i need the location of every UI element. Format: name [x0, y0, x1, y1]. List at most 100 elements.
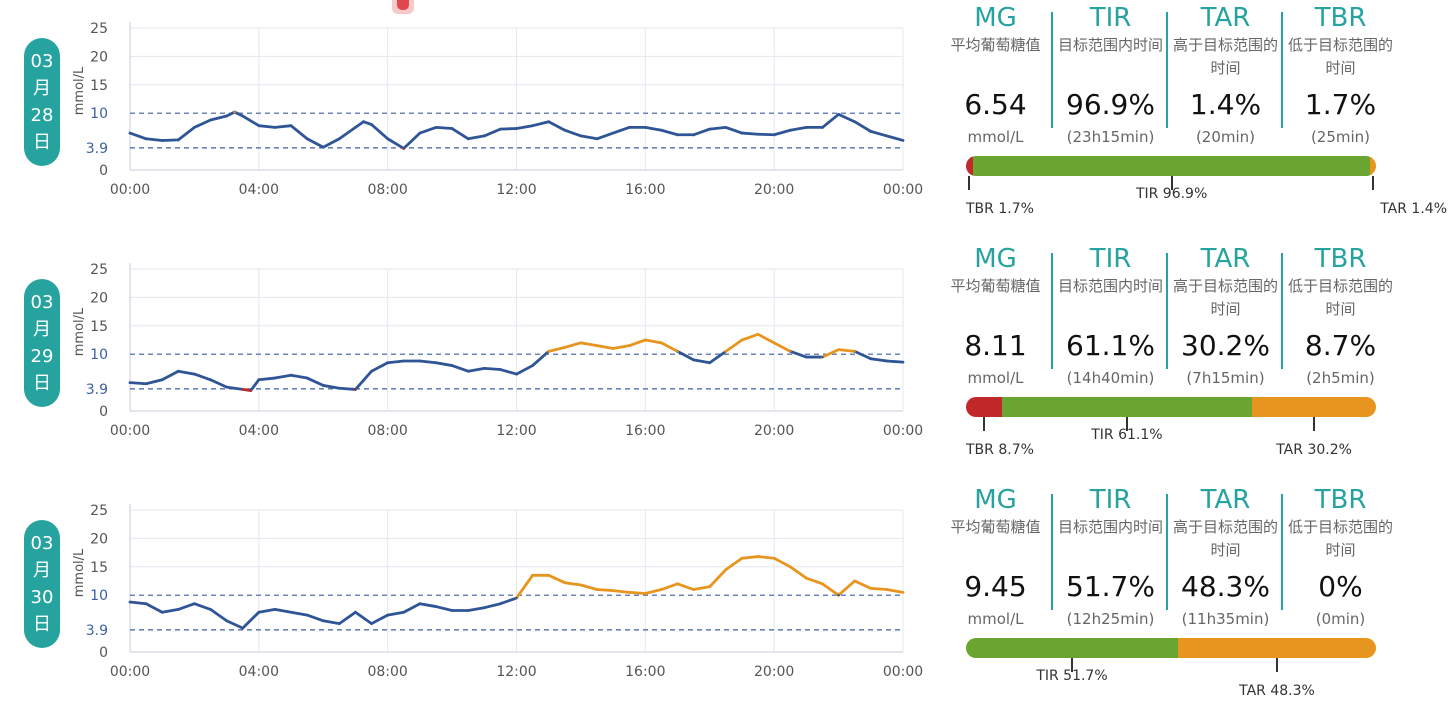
glucose-point [483, 367, 486, 370]
glucose-line-segment [241, 610, 261, 630]
y-tick-label: 3.9 [86, 141, 108, 157]
glucose-line-segment [466, 367, 486, 373]
glucose-point [418, 359, 422, 363]
y-tick-label: 0 [99, 163, 108, 179]
glucose-line-segment [144, 137, 164, 142]
y-axis-label: mmol/L [72, 548, 87, 597]
glucose-line-segment [337, 126, 357, 141]
stat-subtext: (23h15min) [1066, 128, 1155, 146]
range-bar-tbr [966, 397, 1002, 417]
notification-icon[interactable] [392, 0, 414, 14]
x-tick-label: 00:00 [110, 423, 150, 439]
glucose-line-segment [692, 127, 712, 137]
glucose-line-segment [305, 376, 325, 387]
glucose-point [450, 364, 454, 367]
stat-subtext: (20min) [1195, 128, 1256, 146]
glucose-point [853, 579, 856, 583]
stat-code: TIR [1089, 3, 1132, 33]
glucose-point [853, 120, 856, 123]
glucose-line-segment [611, 126, 631, 135]
y-tick-label: 10 [90, 347, 108, 363]
glucose-line-segment [643, 588, 663, 595]
glucose-line-segment [547, 573, 567, 585]
stat-separator [1281, 12, 1283, 128]
range-bar-tar [1252, 397, 1376, 417]
glucose-line-segment [708, 568, 728, 589]
glucose-point [209, 118, 212, 122]
range-bar-label: TBR 8.7% [966, 442, 1034, 458]
glucose-point [434, 605, 438, 608]
range-bar-tar [1370, 156, 1376, 176]
glucose-point [595, 344, 599, 347]
glucose-line-segment [321, 384, 341, 390]
glucose-line-segment [595, 344, 615, 350]
glucose-point [241, 626, 244, 630]
range-bar-tick [1070, 658, 1073, 672]
glucose-line-segment [337, 386, 357, 391]
glucose-line-segment [176, 369, 196, 376]
range-bar-tick [982, 417, 985, 431]
stat-subtext: mmol/L [967, 128, 1024, 146]
glucose-line-segment [579, 341, 599, 348]
glucose-point [901, 360, 905, 364]
stat-subtext: mmol/L [967, 369, 1024, 387]
glucose-line-segment [837, 112, 857, 124]
glucose-chart: 25 20 15 10 3.9 0 mmol/L 00:00 04:00 08:00 12:00 16… [72, 21, 923, 198]
stat-subtext: (2h5min) [1306, 369, 1375, 387]
glucose-line-segment [788, 565, 808, 580]
glucose-line-segment [676, 349, 696, 362]
glucose-point [772, 341, 776, 345]
glucose-point [740, 131, 744, 135]
glucose-point [885, 359, 889, 363]
glucose-point [740, 557, 744, 560]
glucose-point [756, 555, 760, 558]
glucose-line-segment [386, 137, 406, 150]
y-tick-label: 15 [90, 560, 108, 576]
y-tick-label: 20 [90, 49, 108, 65]
stat-tar: TAR 高于目标范围的时间 48.3% (11h35min) [1168, 484, 1283, 630]
x-tick-label: 00:00 [883, 664, 923, 680]
stat-code: TAR [1200, 244, 1251, 274]
glucose-point [628, 591, 631, 594]
stat-separator [1051, 494, 1053, 610]
glucose-line-segment [885, 134, 905, 142]
glucose-point [772, 557, 776, 560]
range-bar [966, 397, 1376, 417]
range-bar-tbr [966, 156, 973, 176]
glucose-line-segment [249, 378, 261, 392]
glucose-point [547, 574, 550, 577]
glucose-line-segment [643, 338, 663, 345]
glucose-line-segment [482, 367, 502, 371]
glucose-point [233, 110, 236, 114]
glucose-point [660, 341, 663, 345]
range-bar-tick [1170, 176, 1173, 190]
glucose-point [161, 611, 164, 614]
glucose-line-segment [563, 581, 583, 587]
glucose-line-segment [434, 605, 454, 612]
glucose-line-segment [772, 128, 792, 137]
glucose-line-segment [289, 610, 309, 617]
date-date-day: 29 [30, 346, 54, 367]
glucose-line-segment [176, 602, 196, 611]
glucose-point [789, 565, 792, 568]
stat-subtext: (25min) [1310, 128, 1371, 146]
glucose-point [225, 385, 228, 389]
y-tick-label: 15 [90, 78, 108, 94]
stat-subtext: (0min) [1315, 610, 1366, 628]
y-tick-label: 0 [99, 404, 108, 420]
range-bar-tir [1001, 397, 1253, 417]
glucose-line-segment [450, 364, 470, 373]
glucose-point [579, 341, 583, 345]
stat-desc: 目标范围内时间 [1057, 518, 1163, 536]
glucose-point [209, 608, 212, 611]
glucose-point [644, 126, 647, 129]
glucose-point [499, 602, 502, 605]
glucose-point [515, 596, 518, 600]
glucose-point [434, 361, 438, 364]
glucose-line-segment [418, 126, 438, 135]
x-tick-label: 16:00 [625, 182, 665, 198]
stat-code: TIR [1089, 485, 1132, 515]
glucose-line-segment [821, 582, 840, 597]
date-date-month-unit: 月 [33, 78, 51, 99]
x-tick-label: 12:00 [496, 664, 536, 680]
